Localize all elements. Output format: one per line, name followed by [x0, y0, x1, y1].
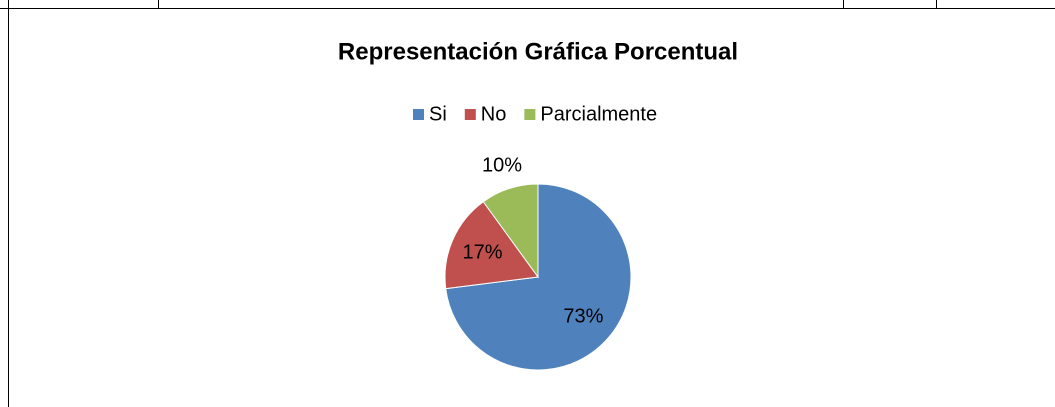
pie-slice — [482, 183, 539, 279]
legend-swatch — [413, 109, 424, 120]
legend-label: Parcialmente — [540, 103, 657, 125]
legend-label: Si — [429, 103, 447, 125]
data-label: 10% — [482, 155, 522, 177]
data-label: 17% — [463, 241, 503, 263]
pie-slice — [444, 201, 539, 290]
legend-swatch — [464, 109, 476, 120]
data-label: 73% — [563, 305, 603, 327]
chart-title: Representación Gráfica Porcentual — [338, 38, 738, 65]
legend-label: No — [481, 103, 507, 125]
legend-swatch — [524, 109, 536, 120]
